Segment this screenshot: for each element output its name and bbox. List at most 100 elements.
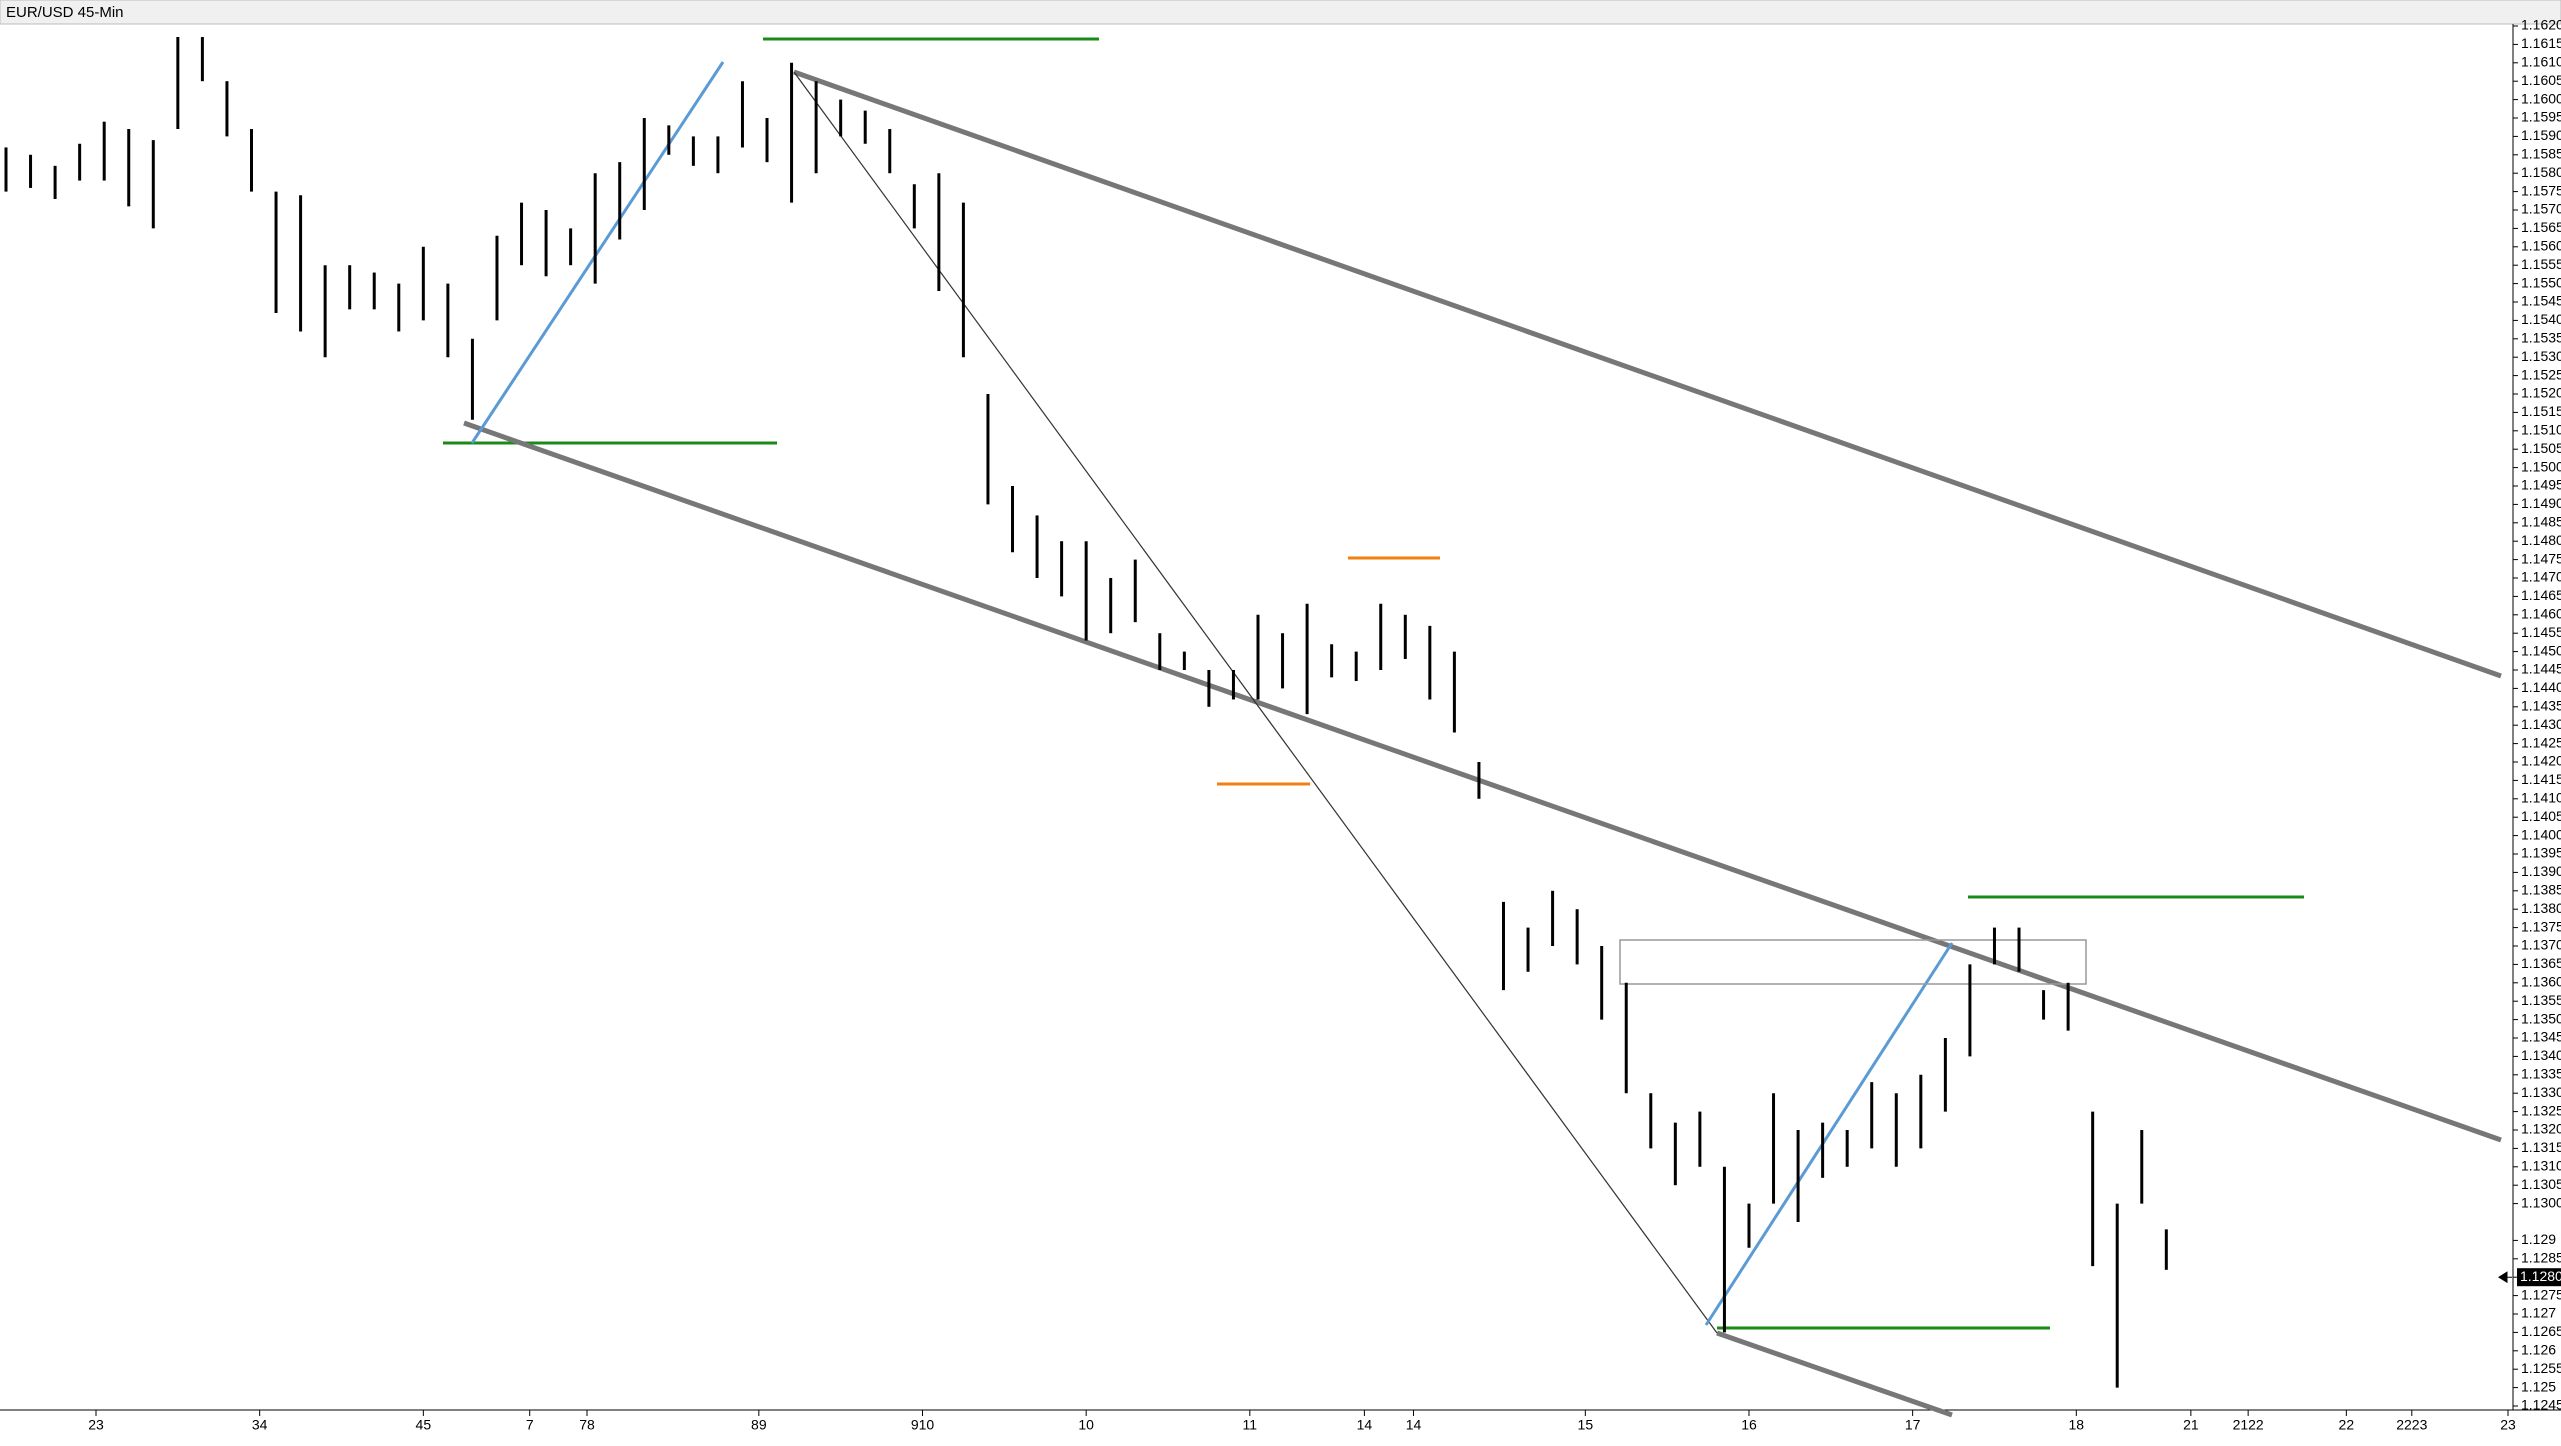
y-tick-label: 1.1490	[2521, 495, 2561, 511]
y-tick-label: 1.1320	[2521, 1121, 2561, 1137]
channel-line	[1716, 1330, 1953, 1418]
y-tick-label: 1.1530	[2521, 348, 2561, 364]
y-tick-label: 1.1565	[2521, 219, 2561, 235]
y-tick-label: 1.129	[2521, 1231, 2556, 1247]
y-tick-label: 1.1405	[2521, 808, 2561, 824]
y-tick-label: 1.1615	[2521, 35, 2561, 51]
channel-line	[463, 420, 2502, 1143]
x-tick-label: 14	[1357, 1417, 1373, 1433]
last-price-box	[2517, 1268, 2561, 1287]
header-bar	[0, 0, 2561, 25]
y-tick-label: 1.1370	[2521, 937, 2561, 953]
y-tick-label: 1.1455	[2521, 624, 2561, 640]
x-tick-label: 21	[2183, 1417, 2199, 1433]
y-tick-label: 1.1620	[2521, 17, 2561, 33]
y-tick-label: 1.1480	[2521, 532, 2561, 548]
y-tick-label: 1.1610	[2521, 54, 2561, 70]
y-tick-label: 1.1440	[2521, 679, 2561, 695]
x-tick-label: 10	[1078, 1417, 1094, 1433]
y-tick-label: 1.1415	[2521, 771, 2561, 787]
x-tick-label: 18	[2069, 1417, 2085, 1433]
y-tick-label: 1.125	[2521, 1378, 2556, 1394]
zone-box	[1619, 939, 2087, 985]
x-tick-label: 45	[416, 1417, 432, 1433]
y-tick-label: 1.1590	[2521, 127, 2561, 143]
x-tick-label: 16	[1741, 1417, 1757, 1433]
y-tick-label: 1.1410	[2521, 790, 2561, 806]
chart-title: EUR/USD 45-Min	[6, 4, 124, 21]
y-tick-label: 1.1420	[2521, 753, 2561, 769]
y-tick-label: 1.126	[2521, 1342, 2556, 1358]
x-tick-label: 23	[88, 1417, 104, 1433]
y-tick-label: 1.1300	[2521, 1194, 2561, 1210]
y-tick-label: 1.1535	[2521, 330, 2561, 346]
y-tick-label: 1.1350	[2521, 1010, 2561, 1026]
y-tick-label: 1.1310	[2521, 1158, 2561, 1174]
x-tick-label: 2122	[2233, 1417, 2264, 1433]
y-tick-label: 1.1245	[2521, 1397, 2561, 1413]
x-tick-label: 910	[911, 1417, 935, 1433]
y-tick-label: 1.1470	[2521, 569, 2561, 585]
y-tick-label: 1.1330	[2521, 1084, 2561, 1100]
y-tick-label: 1.1605	[2521, 72, 2561, 88]
y-tick-label: 1.1525	[2521, 366, 2561, 382]
x-tick-label: 89	[751, 1417, 767, 1433]
x-tick-label: 2223	[2396, 1417, 2427, 1433]
y-tick-label: 1.1580	[2521, 164, 2561, 180]
y-tick-label: 1.1265	[2521, 1323, 2561, 1339]
channel-line	[793, 69, 2502, 679]
y-tick-label: 1.1575	[2521, 182, 2561, 198]
y-tick-label: 1.1505	[2521, 440, 2561, 456]
y-tick-label: 1.1430	[2521, 716, 2561, 732]
y-tick-label: 1.1475	[2521, 550, 2561, 566]
y-tick-label: 1.1285	[2521, 1250, 2561, 1266]
y-tick-label: 1.1485	[2521, 514, 2561, 530]
y-tick-label: 1.1500	[2521, 458, 2561, 474]
y-tick-label: 1.1395	[2521, 845, 2561, 861]
trend-line	[793, 71, 1718, 1334]
y-tick-label: 1.1600	[2521, 90, 2561, 106]
y-tick-label: 1.127	[2521, 1305, 2556, 1321]
y-tick-label: 1.1450	[2521, 642, 2561, 658]
x-tick-label: 15	[1578, 1417, 1594, 1433]
y-tick-label: 1.1425	[2521, 734, 2561, 750]
y-tick-label: 1.1355	[2521, 992, 2561, 1008]
y-tick-label: 1.1385	[2521, 882, 2561, 898]
trend-line	[1704, 942, 1954, 1326]
y-tick-label: 1.1550	[2521, 274, 2561, 290]
y-tick-label: 1.1380	[2521, 900, 2561, 916]
y-tick-label: 1.1375	[2521, 918, 2561, 934]
drawings	[443, 37, 2502, 1418]
y-tick-label: 1.1585	[2521, 146, 2561, 162]
y-tick-label: 1.1555	[2521, 256, 2561, 272]
y-tick-label: 1.1465	[2521, 587, 2561, 603]
y-tick-label: 1.1495	[2521, 477, 2561, 493]
x-tick-label: 11	[1243, 1417, 1258, 1433]
y-tick-label: 1.1520	[2521, 385, 2561, 401]
y-tick-label: 1.1510	[2521, 422, 2561, 438]
x-tick-label: 14	[1406, 1417, 1422, 1433]
x-tick-label: 34	[252, 1417, 268, 1433]
y-tick-label: 1.1365	[2521, 955, 2561, 971]
y-tick-label: 1.1360	[2521, 974, 2561, 990]
y-tick-label: 1.1325	[2521, 1102, 2561, 1118]
trend-line	[470, 61, 725, 444]
y-tick-label: 1.1390	[2521, 863, 2561, 879]
y-tick-label: 1.1570	[2521, 201, 2561, 217]
y-tick-label: 1.1345	[2521, 1029, 2561, 1045]
y-tick-label: 1.1445	[2521, 661, 2561, 677]
y-tick-label: 1.1305	[2521, 1176, 2561, 1192]
y-tick-label: 1.1435	[2521, 698, 2561, 714]
y-tick-label: 1.1315	[2521, 1139, 2561, 1155]
y-tick-label: 1.1335	[2521, 1066, 2561, 1082]
y-tick-label: 1.1540	[2521, 311, 2561, 327]
y-tick-label: 1.1400	[2521, 826, 2561, 842]
y-tick-label: 1.1275	[2521, 1286, 2561, 1302]
last-price-label: 1.1280	[2520, 1268, 2561, 1284]
y-tick-label: 1.1560	[2521, 238, 2561, 254]
y-tick-label: 1.1340	[2521, 1047, 2561, 1063]
x-tick-label: 23	[2500, 1417, 2516, 1433]
last-price-arrow	[2498, 1271, 2512, 1284]
y-tick-label: 1.1515	[2521, 403, 2561, 419]
